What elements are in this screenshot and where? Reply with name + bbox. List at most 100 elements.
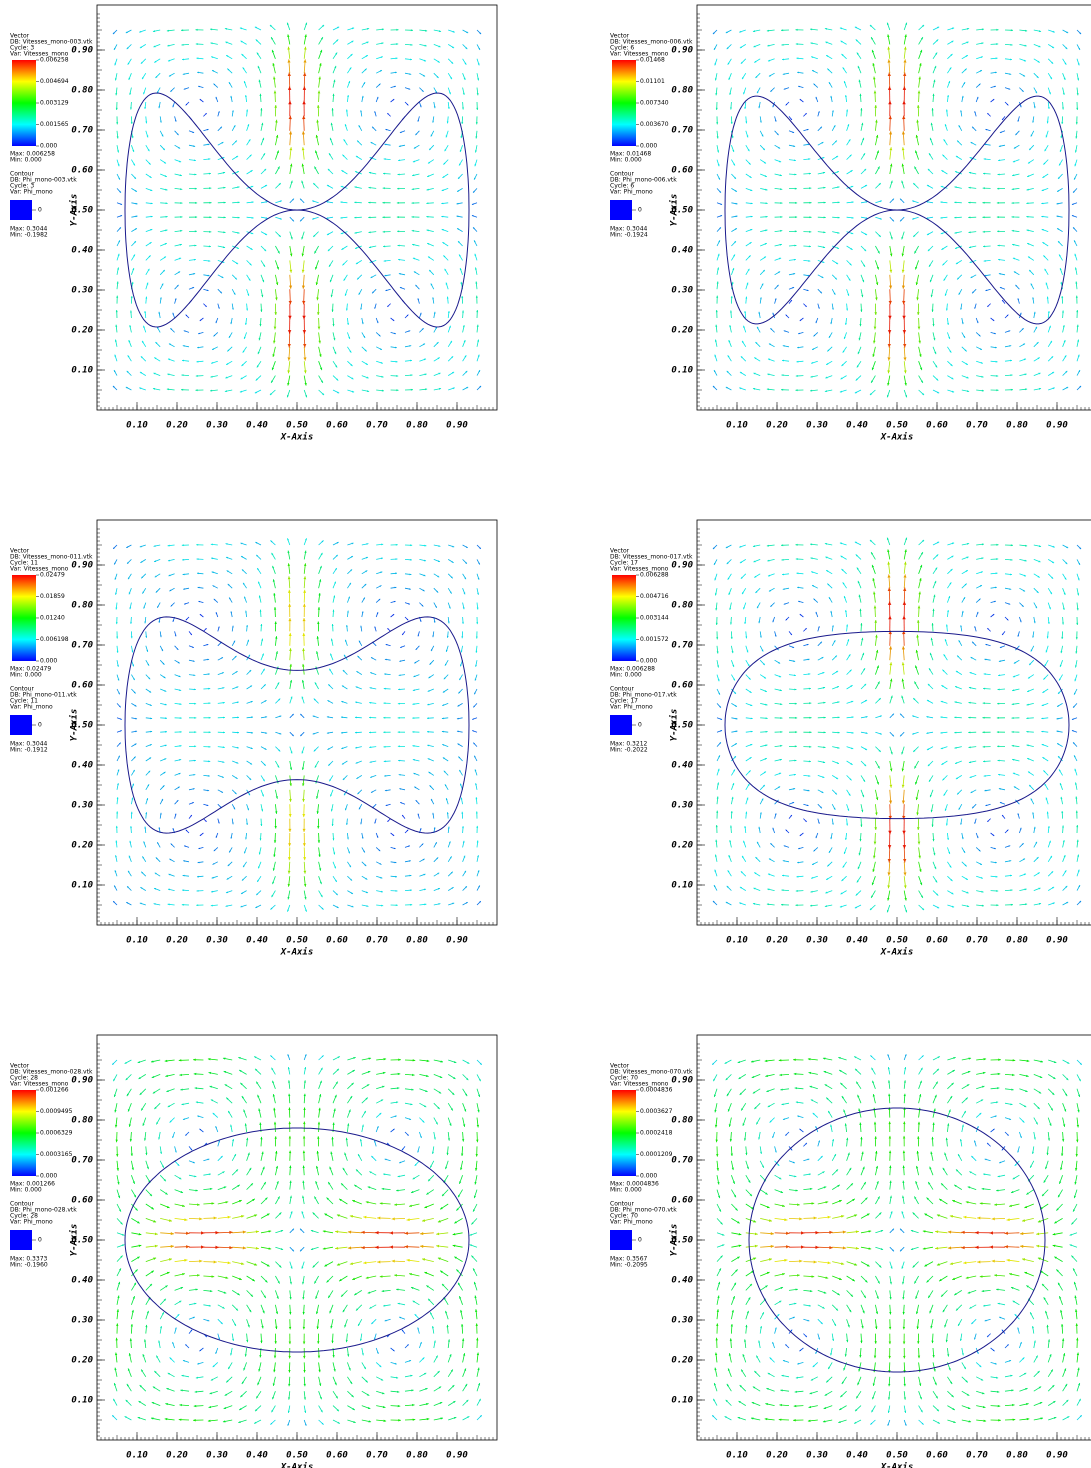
arrow-head (809, 187, 811, 189)
arrow-head (131, 296, 133, 298)
arrow-head (411, 216, 413, 218)
arrow-head (169, 874, 171, 876)
arrow-head (840, 391, 842, 393)
arrow-head (279, 733, 281, 735)
arrow-head (287, 357, 290, 360)
color-bar (612, 60, 636, 146)
x-axis-label: X-Axis (880, 432, 914, 443)
arrow-head (970, 157, 972, 159)
arrow-head (478, 355, 480, 357)
arrow-head (368, 202, 370, 204)
arrow-head (784, 330, 786, 331)
arrow-head (822, 157, 824, 159)
arrow-head (209, 231, 211, 233)
arrow-head (773, 105, 774, 107)
arrow-head (983, 231, 985, 233)
arrow-head (851, 186, 853, 188)
arrow-head (932, 94, 934, 96)
arrow-head (222, 672, 224, 674)
arrow-head (195, 29, 197, 31)
arrow-head (332, 838, 334, 840)
arrow-head (304, 576, 307, 579)
arrow-head (877, 150, 879, 153)
arrow-head (303, 843, 306, 846)
arrow-head (291, 181, 293, 183)
arrow-head (274, 91, 277, 94)
arrow-head (279, 716, 281, 718)
arrow-head (208, 688, 210, 690)
arrow-head (212, 877, 214, 879)
arrow-head (196, 904, 198, 906)
arrow-head (165, 717, 167, 719)
arrow-head (773, 313, 774, 315)
contour-line (125, 93, 469, 327)
arrow-head (996, 375, 998, 377)
x-tick-label: 0.90 (446, 421, 468, 431)
arrow-head (302, 751, 304, 753)
arrow-head (130, 107, 132, 109)
color-bar-label: 0.000 (40, 658, 57, 665)
arrow-head (731, 296, 733, 298)
arrow-head (303, 59, 306, 62)
x-tick-label: 0.80 (1006, 421, 1028, 431)
arrow-head (902, 116, 905, 120)
arrow-head (115, 578, 117, 580)
arrow-head (766, 216, 768, 218)
legend-text: Min: -0.1982 (10, 232, 48, 239)
arrow-head (410, 544, 412, 546)
arrow-head (1053, 388, 1055, 390)
x-tick-label: 0.70 (966, 421, 988, 431)
arrow-head (289, 633, 292, 636)
arrow-head (1011, 29, 1013, 31)
arrow-head (1072, 203, 1074, 204)
contour-level-label: 0 (38, 207, 42, 214)
arrow-head (288, 330, 291, 334)
arrow-head (168, 359, 170, 361)
arrow-head (396, 375, 398, 377)
arrow-head (997, 173, 999, 175)
arrow-head (288, 857, 291, 860)
color-bar-label: 0.007340 (640, 100, 669, 107)
arrow-head (449, 326, 451, 328)
arrow-head (423, 874, 425, 876)
contour-swatch (10, 200, 32, 220)
arrow-head (462, 622, 464, 624)
arrow-head (945, 124, 947, 126)
arrow-head (196, 544, 198, 546)
arrow-head (381, 56, 383, 58)
y-tick-label: 0.40 (71, 761, 93, 771)
arrow-head (461, 636, 463, 638)
arrow-head (383, 702, 385, 704)
arrow-head (902, 316, 905, 320)
arrow-head (1020, 105, 1021, 107)
y-tick-label: 0.70 (671, 126, 693, 136)
arrow-head (222, 776, 224, 778)
arrow-head (355, 717, 357, 719)
arrow-head (903, 73, 906, 76)
arrow-head (970, 261, 972, 263)
arrow-head (398, 731, 400, 733)
arrow-head (809, 173, 811, 175)
arrow-head (475, 164, 477, 166)
arrow-head (274, 327, 277, 330)
arrow-head (209, 731, 211, 733)
arrow-head (410, 374, 412, 376)
arrow-head (224, 216, 226, 218)
arrow-head (397, 216, 399, 218)
panel: 0.100.200.300.400.500.600.700.800.900.10… (10, 520, 497, 958)
arrow-head (476, 826, 478, 828)
arrow-head (880, 200, 882, 202)
arrow-head (874, 91, 877, 94)
arrow-head (209, 216, 211, 218)
arrow-head (143, 326, 145, 328)
arrow-head (370, 672, 372, 674)
arrow-head (427, 717, 429, 719)
arrow-head (209, 746, 211, 748)
arrow-head (932, 310, 934, 312)
arrow-head (318, 327, 321, 330)
arrow-head (247, 808, 249, 810)
y-axis-label: Y-Axis (69, 194, 80, 227)
arrow-head (1008, 88, 1010, 89)
arrow-head (446, 798, 448, 800)
arrow-head (446, 283, 448, 285)
